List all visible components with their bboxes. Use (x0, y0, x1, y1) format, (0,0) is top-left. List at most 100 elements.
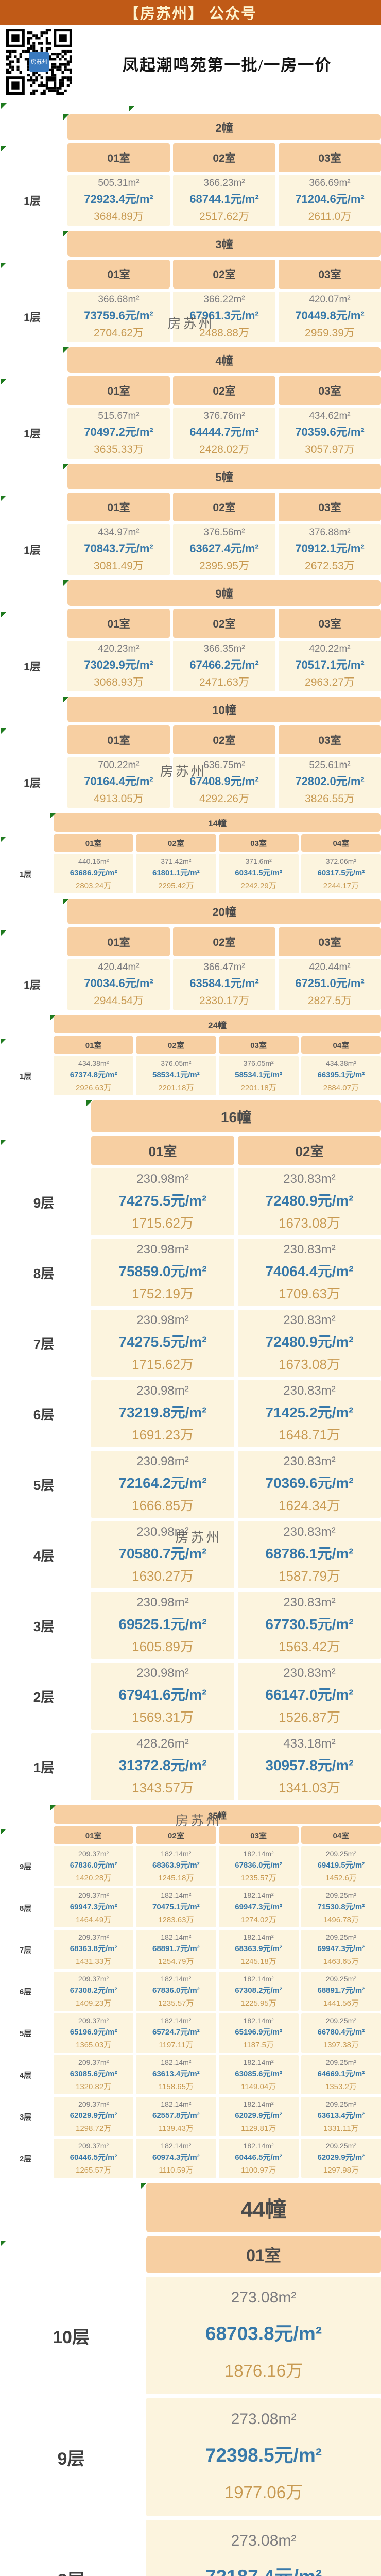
unit-total: 2517.62万 (199, 210, 249, 223)
unit-price: 62029.9元/m² (317, 2153, 365, 2162)
unit-price: 70475.1元/m² (152, 1903, 200, 1911)
floor-label: 8层 (33, 1265, 55, 1281)
unit-cell: 182.14m² 67308.2元/m² 1225.95万 (218, 1972, 299, 2011)
table-row: 1层 700.22m² 70164.4元/m² 4913.05万 636.75m² 674… (0, 757, 381, 808)
unit-cell: 230.98m² 75859.0元/m² 1752.19万 (91, 1239, 234, 1306)
floor-label: 10层 (53, 2327, 90, 2347)
unit-area: 182.14m² (161, 1933, 192, 1941)
unit-cell: 209.37m² 63085.6元/m² 1320.82万 (54, 2055, 134, 2094)
unit-cell: 636.75m² 67408.9元/m² 4292.26万 (173, 757, 275, 808)
unit-area: 433.18m² (283, 1737, 336, 1751)
unit-total: 1297.98万 (323, 2165, 359, 2175)
unit-price: 68891.7元/m² (152, 1944, 200, 1953)
green-flag-icon (129, 106, 134, 112)
unit-cell: 273.08m²72187.4元/m²1971.29万 (146, 2520, 381, 2576)
unit-total: 1630.27万 (132, 1568, 194, 1584)
unit-total: 1715.62万 (132, 1356, 194, 1372)
unit-price: 65196.9元/m² (70, 2028, 117, 2037)
unit-cell: 230.98m² 74275.5元/m² 1715.62万 (91, 1168, 234, 1235)
room-column-header: 02室 (173, 609, 275, 638)
unit-total: 1331.11万 (323, 2124, 359, 2133)
unit-area: 209.25m² (325, 1933, 356, 1941)
unit-area: 230.98m² (136, 1384, 189, 1398)
unit-total: 1110.59万 (159, 2165, 194, 2175)
table-row: 3层 209.37m² 62029.9元/m² 1298.72万 182.14m² 625… (0, 2097, 381, 2136)
green-flag-icon (1, 2241, 6, 2246)
unit-cell: 209.25m² 66780.4元/m² 1397.38万 (301, 2013, 381, 2053)
unit-total: 4292.26万 (199, 792, 249, 805)
unit-total: 3081.49万 (94, 560, 144, 572)
unit-total: 1977.06万 (224, 2483, 303, 2502)
unit-area: 209.37m² (78, 1974, 109, 1983)
unit-area: 371.42m² (161, 857, 192, 866)
unit-total: 1648.71万 (279, 1427, 340, 1443)
qr-code: 房苏州 (6, 29, 72, 95)
table-row: 1层 428.26m² 31372.8元/m² 1343.57万 433.18m² 309… (0, 1733, 381, 1800)
unit-cell: 209.37m² 62029.9元/m² 1298.72万 (54, 2097, 134, 2136)
building-table-14: 14幢 01室 02室 03室 04室 1层 440.16m² 63686.9元/m² 2803… (0, 813, 381, 893)
room-column-header: 01室 (54, 1826, 134, 1844)
building-header: 5幢 (67, 464, 381, 489)
unit-total: 1441.56万 (323, 1998, 359, 2008)
building-header: 9幢 (67, 580, 381, 606)
unit-area: 182.14m² (243, 1974, 274, 1983)
unit-cell: 209.25m² 64669.1元/m² 1353.2万 (301, 2055, 381, 2094)
unit-total: 1100.97万 (241, 2165, 276, 2175)
building-header: 2幢 (67, 114, 381, 140)
unit-price: 64669.1元/m² (317, 2070, 365, 2078)
green-flag-icon (63, 899, 69, 904)
unit-cell: 376.05m² 58534.1元/m² 2201.18万 (218, 1056, 299, 1095)
unit-area: 182.14m² (243, 2016, 274, 2025)
table-row: 1层 515.67m² 70497.2元/m² 3635.33万 376.76m² 644… (0, 408, 381, 459)
unit-area: 372.06m² (325, 857, 356, 866)
unit-cell: 209.25m² 69419.5元/m² 1452.6万 (301, 1846, 381, 1886)
green-flag-icon (86, 1100, 92, 1106)
unit-area: 636.75m² (203, 759, 245, 771)
green-flag-icon (50, 813, 56, 819)
unit-cell: 366.22m² 67961.3元/m² 2488.88万 (173, 292, 275, 342)
unit-area: 420.23m² (98, 643, 140, 654)
unit-price: 63613.4元/m² (152, 2070, 200, 2078)
table-row: 3层 230.98m² 69525.1元/m² 1605.89万 230.83m² 677… (0, 1592, 381, 1659)
unit-price: 70843.7元/m² (84, 542, 153, 555)
room-column-header: 04室 (301, 1826, 381, 1844)
floor-label: 5层 (19, 2029, 32, 2038)
unit-area: 700.22m² (98, 759, 140, 771)
room-column-header: 02室 (136, 834, 216, 852)
unit-total: 2428.02万 (199, 443, 249, 455)
unit-cell: 420.44m² 70034.6元/m² 2944.54万 (67, 959, 170, 1010)
building-table-9: 9幢 01室 02室 03室 1层 420.23m² 73029.9元/m² 3068.93万… (0, 580, 381, 691)
unit-total: 1463.65万 (323, 1957, 359, 1966)
unit-price: 63085.6元/m² (70, 2070, 117, 2078)
unit-price: 65196.9元/m² (235, 2028, 282, 2037)
unit-total: 1265.57万 (76, 2165, 112, 2175)
room-column-header: 03室 (279, 260, 381, 289)
unit-total: 2704.62万 (94, 327, 144, 339)
floor-label: 2层 (19, 2154, 32, 2163)
room-column-header: 03室 (279, 493, 381, 521)
unit-price: 60446.5元/m² (235, 2153, 282, 2162)
unit-price: 60974.3元/m² (152, 2153, 200, 2162)
unit-total: 2244.17万 (323, 881, 359, 890)
unit-price: 63686.9元/m² (70, 869, 117, 877)
unit-area: 366.35m² (203, 643, 245, 654)
building-header: 4幢 (67, 347, 381, 373)
floor-label: 3层 (33, 1618, 55, 1634)
floor-label: 8层 (19, 1904, 32, 1913)
table-row: 9层 209.37m² 67836.0元/m² 1420.28万 182.14m² 683… (0, 1846, 381, 1886)
table-row: 5层 209.37m² 65196.9元/m² 1365.03万 182.14m² 657… (0, 2013, 381, 2053)
unit-total: 1526.87万 (279, 1709, 340, 1725)
table-row: 2层 230.98m² 67941.6元/m² 1569.31万 230.83m² 661… (0, 1663, 381, 1730)
floor-label: 1层 (19, 870, 32, 879)
room-column-header: 03室 (279, 725, 381, 754)
unit-cell: 209.37m² 67308.2元/m² 1409.23万 (54, 1972, 134, 2011)
unit-cell: 420.23m² 73029.9元/m² 3068.93万 (67, 641, 170, 691)
building-header: 20幢 (67, 899, 381, 924)
unit-price: 74275.5元/m² (118, 1192, 207, 1209)
unit-price: 30957.8元/m² (265, 1757, 354, 1773)
unit-price: 69947.3元/m² (70, 1903, 117, 1911)
green-flag-icon (1, 1829, 6, 1835)
unit-price: 67836.0元/m² (70, 1861, 117, 1870)
unit-price: 68703.8元/m² (205, 2323, 322, 2344)
unit-price: 63584.1元/m² (189, 977, 259, 990)
